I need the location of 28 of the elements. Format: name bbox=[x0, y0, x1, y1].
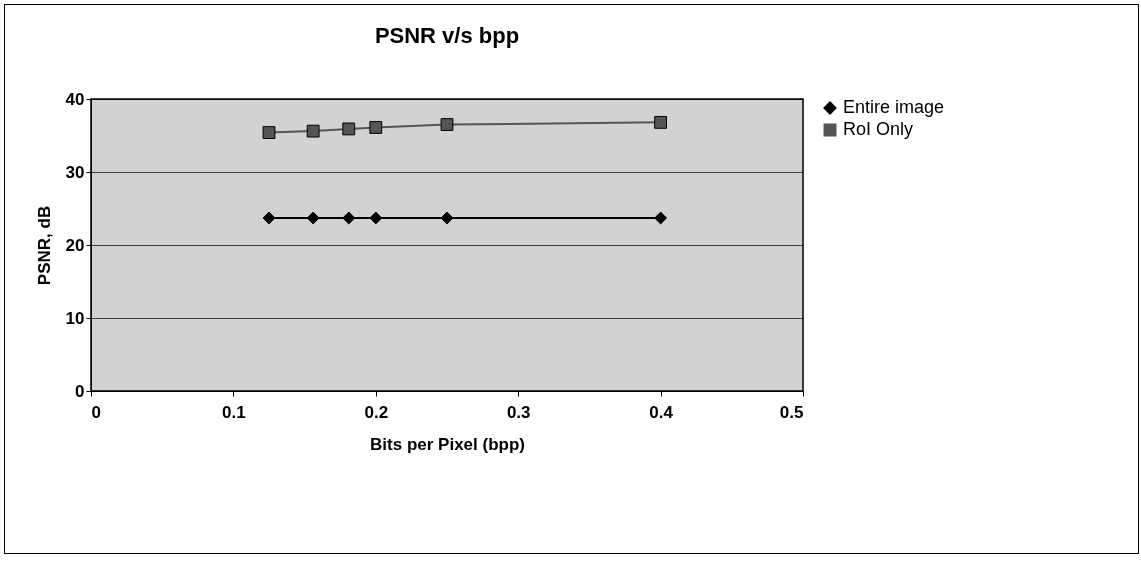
legend-label: Entire image bbox=[843, 97, 945, 117]
point bbox=[342, 122, 356, 136]
point bbox=[440, 118, 454, 131]
x-tick-label: 0.3 bbox=[506, 402, 531, 422]
legend-label: RoI Only bbox=[843, 119, 914, 139]
y-tick-label: 0 bbox=[75, 381, 85, 401]
x-tick-label: 0.1 bbox=[222, 402, 246, 422]
point bbox=[306, 124, 320, 138]
x-tick-label: 0.5 bbox=[779, 402, 804, 422]
point bbox=[369, 211, 383, 225]
point bbox=[654, 115, 668, 129]
y-tick-label: 40 bbox=[65, 89, 85, 109]
point bbox=[369, 121, 383, 134]
point bbox=[262, 211, 276, 225]
y-tick-label: 20 bbox=[65, 235, 85, 255]
point bbox=[440, 211, 454, 225]
y-tick-label: 30 bbox=[65, 162, 85, 182]
x-tick-label: 0.4 bbox=[649, 402, 674, 422]
point bbox=[654, 211, 668, 225]
x-tick-label: 0.2 bbox=[364, 402, 389, 422]
x-axis-title: Bits per Pixel (bpp) bbox=[370, 434, 525, 454]
point bbox=[306, 211, 320, 225]
point bbox=[262, 126, 276, 139]
chart-title: PSNR v/s bpp bbox=[374, 23, 520, 48]
y-tick-label: 10 bbox=[65, 308, 85, 328]
point bbox=[342, 211, 356, 225]
y-axis-title: PSNR, dB bbox=[34, 205, 54, 286]
x-tick-label: 0 bbox=[91, 402, 101, 422]
